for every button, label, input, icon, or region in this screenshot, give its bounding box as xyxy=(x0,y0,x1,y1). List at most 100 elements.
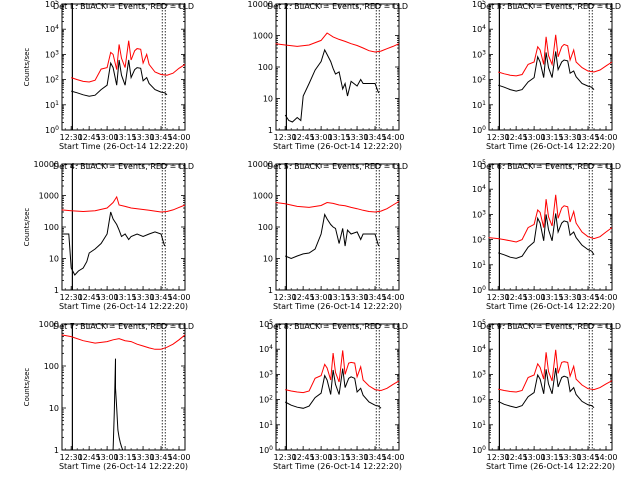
x-axis-label: Start Time (26-Oct-14 12:22:20) xyxy=(273,462,402,471)
series-events-line xyxy=(112,358,124,451)
x-tick-label: 12:45 xyxy=(78,453,101,462)
x-tick-label: 14:00 xyxy=(594,133,617,142)
y-tick-label: 10 xyxy=(49,404,59,413)
x-tick-label: 13:00 xyxy=(310,293,333,302)
y-tick-label: 1 xyxy=(268,126,273,135)
series-lld-line xyxy=(61,195,186,213)
chart-title: Det 3: BLACK = Events, RED = LLD xyxy=(480,2,621,11)
y-tick-label: 100 xyxy=(258,63,273,72)
x-tick-label: 13:30 xyxy=(346,133,369,142)
x-tick-label: 12:30 xyxy=(274,133,297,142)
x-tick-label: 13:15 xyxy=(328,133,351,142)
x-tick-label: 14:00 xyxy=(381,453,404,462)
x-tick-label: 13:00 xyxy=(310,133,333,142)
y-tick-label: 102 xyxy=(472,75,486,85)
y-tick-label: 1 xyxy=(54,286,59,295)
chart-panel-9: Det 9: BLACK = Events, RED = LLD 100 101 10… xyxy=(472,319,621,471)
x-tick-label: 12:30 xyxy=(274,293,297,302)
y-tick-label: 1000 xyxy=(39,192,59,201)
y-tick-label: 102 xyxy=(472,235,486,245)
y-tick-label: 1 xyxy=(54,446,59,455)
plot-frame xyxy=(61,163,186,291)
y-tick-label: 100 xyxy=(44,362,59,371)
x-tick-label: 13:15 xyxy=(328,453,351,462)
plot-frame xyxy=(275,3,400,131)
x-tick-label: 12:30 xyxy=(60,133,83,142)
chart-panel-5: Det 5: BLACK = Events, RED = LLD 1 10 100 10… xyxy=(248,160,408,311)
chart-panel-4: Det 4: BLACK = Events, RED = LLD Counts/s… xyxy=(23,160,194,311)
y-tick-label: 102 xyxy=(472,395,486,405)
x-tick-label: 13:45 xyxy=(150,453,173,462)
y-tick-label: 104 xyxy=(472,184,486,194)
y-tick-label: 101 xyxy=(472,260,486,270)
y-tick-label: 104 xyxy=(472,344,486,354)
x-axis-label: Start Time (26-Oct-14 12:22:20) xyxy=(486,142,615,151)
x-tick-label: 13:45 xyxy=(364,453,387,462)
x-tick-label: 13:30 xyxy=(559,453,582,462)
chart-panel-8: Det 8: BLACK = Events, RED = LLD 100 101 10… xyxy=(259,319,408,471)
x-tick-label: 13:00 xyxy=(523,453,546,462)
y-tick-label: 100 xyxy=(44,223,59,232)
y-tick-label: 103 xyxy=(472,209,486,219)
y-tick-label: 101 xyxy=(472,420,486,430)
x-axis-label: Start Time (26-Oct-14 12:22:20) xyxy=(273,302,402,311)
y-tick-label: 10 xyxy=(263,95,273,104)
x-tick-label: 12:30 xyxy=(60,453,83,462)
y-tick-label: 104 xyxy=(259,344,273,354)
x-tick-label: 13:15 xyxy=(328,293,351,302)
y-tick-label: 102 xyxy=(259,395,273,405)
plot-frame xyxy=(61,323,186,451)
chart-panel-7: Det 7: BLACK = Events, RED = LLD Counts/s… xyxy=(23,320,194,471)
y-tick-label: 100 xyxy=(472,445,486,455)
x-axis-label: Start Time (26-Oct-14 12:22:20) xyxy=(59,142,188,151)
y-tick-label: 100 xyxy=(472,125,486,135)
y-tick-label: 1 xyxy=(268,286,273,295)
x-tick-label: 13:15 xyxy=(541,293,564,302)
y-tick-label: 104 xyxy=(472,24,486,34)
x-tick-label: 13:15 xyxy=(541,133,564,142)
y-tick-label: 10000 xyxy=(248,0,273,9)
x-axis-label: Start Time (26-Oct-14 12:22:20) xyxy=(273,142,402,151)
x-tick-label: 13:15 xyxy=(114,133,137,142)
y-tick-label: 105 xyxy=(472,319,486,329)
x-tick-label: 12:45 xyxy=(78,293,101,302)
x-tick-label: 13:00 xyxy=(96,133,119,142)
y-tick-label: 1000 xyxy=(39,320,59,329)
x-tick-label: 13:30 xyxy=(132,293,155,302)
plot-frame xyxy=(275,323,400,451)
plot-frame xyxy=(488,163,613,291)
series-events-line xyxy=(498,51,595,92)
plot-frame xyxy=(488,323,613,451)
x-tick-label: 14:00 xyxy=(167,293,190,302)
x-tick-label: 13:45 xyxy=(364,133,387,142)
series-events-line xyxy=(498,213,595,259)
y-tick-label: 1000 xyxy=(253,32,273,41)
x-tick-label: 12:45 xyxy=(292,133,315,142)
y-axis-label: Counts/sec xyxy=(23,368,31,407)
x-tick-label: 13:45 xyxy=(577,453,600,462)
x-tick-label: 13:45 xyxy=(150,293,173,302)
y-tick-label: 101 xyxy=(472,100,486,110)
y-tick-label: 103 xyxy=(472,369,486,379)
x-tick-label: 13:45 xyxy=(577,293,600,302)
x-axis-label: Start Time (26-Oct-14 12:22:20) xyxy=(59,302,188,311)
x-tick-label: 12:30 xyxy=(487,293,510,302)
y-tick-label: 101 xyxy=(259,420,273,430)
x-tick-label: 12:45 xyxy=(292,293,315,302)
y-tick-label: 100 xyxy=(259,445,273,455)
series-lld-line xyxy=(275,200,400,213)
y-tick-label: 105 xyxy=(45,0,59,9)
x-tick-label: 13:00 xyxy=(96,453,119,462)
x-tick-label: 13:45 xyxy=(364,293,387,302)
y-axis-label: Counts/sec xyxy=(23,208,31,247)
x-tick-label: 14:00 xyxy=(167,133,190,142)
x-tick-label: 14:00 xyxy=(381,293,404,302)
x-tick-label: 13:45 xyxy=(150,133,173,142)
x-tick-label: 12:30 xyxy=(487,453,510,462)
x-tick-label: 14:00 xyxy=(381,133,404,142)
x-tick-label: 14:00 xyxy=(594,453,617,462)
y-tick-label: 105 xyxy=(472,0,486,9)
y-tick-label: 103 xyxy=(259,369,273,379)
x-tick-label: 12:45 xyxy=(292,453,315,462)
chart-title: Det 8: BLACK = Events, RED = LLD xyxy=(267,322,408,331)
